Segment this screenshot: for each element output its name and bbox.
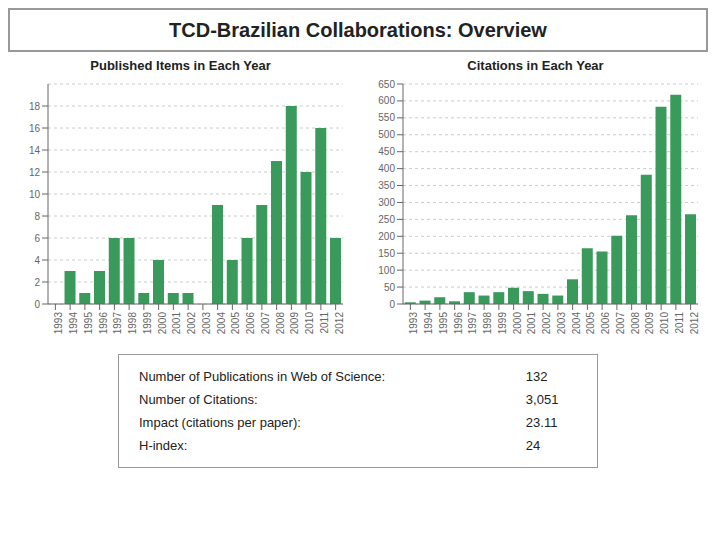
svg-text:6: 6: [34, 233, 40, 244]
svg-text:2002: 2002: [186, 312, 197, 335]
svg-text:50: 50: [384, 282, 396, 293]
svg-text:1996: 1996: [98, 312, 109, 335]
svg-text:2000: 2000: [157, 312, 168, 335]
svg-text:1993: 1993: [408, 312, 419, 335]
html-text:Number of Citations:: Number of Citations:: [139, 392, 258, 407]
svg-text:1999: 1999: [142, 312, 153, 335]
svg-text:2005: 2005: [230, 312, 241, 335]
svg-text:2002: 2002: [541, 312, 552, 335]
svg-text:650: 650: [378, 79, 395, 90]
svg-text:2008: 2008: [275, 312, 286, 335]
svg-text:2006: 2006: [600, 312, 611, 335]
svg-text:2004: 2004: [571, 312, 582, 335]
svg-text:0: 0: [389, 299, 395, 310]
svg-text:550: 550: [378, 112, 395, 123]
svg-text:1994: 1994: [423, 312, 434, 335]
svg-text:2: 2: [34, 277, 40, 288]
svg-text:2001: 2001: [526, 312, 537, 335]
svg-text:2003: 2003: [201, 312, 212, 335]
svg-text:2009: 2009: [289, 312, 300, 335]
svg-text:1995: 1995: [438, 312, 449, 335]
svg-text:250: 250: [378, 214, 395, 225]
svg-text:350: 350: [378, 180, 395, 191]
svg-text:400: 400: [378, 163, 395, 174]
html-text:Number of Publications in Web: Number of Publications in Web of Science…: [139, 369, 386, 384]
svg-text:4: 4: [34, 255, 40, 266]
svg-text:0: 0: [34, 299, 40, 310]
svg-text:200: 200: [378, 231, 395, 242]
svg-text:2000: 2000: [512, 312, 523, 335]
svg-text:10: 10: [29, 189, 41, 200]
svg-text:1994: 1994: [68, 312, 79, 335]
svg-text:12: 12: [29, 167, 41, 178]
html-text:H-index:: H-index:: [139, 438, 188, 453]
svg-text:2006: 2006: [245, 312, 256, 335]
svg-text:1996: 1996: [453, 312, 464, 335]
html-text:Impact (citations per paper):: Impact (citations per paper):: [139, 415, 301, 430]
svg-text:150: 150: [378, 248, 395, 259]
svg-text:300: 300: [378, 197, 395, 208]
html-text:Published Items in Each Year: Published Items in Each Year: [90, 58, 271, 73]
svg-text:8: 8: [34, 211, 40, 222]
svg-text:2007: 2007: [615, 312, 626, 335]
svg-text:2008: 2008: [630, 312, 641, 335]
svg-text:2012: 2012: [334, 312, 345, 335]
html-text:TCD-Brazilian Collaborations:: TCD-Brazilian Collaborations: Overview: [169, 18, 547, 41]
svg-text:1997: 1997: [112, 312, 123, 335]
svg-text:2012: 2012: [689, 312, 700, 335]
html-text:Citations in Each Year: Citations in Each Year: [467, 58, 604, 73]
svg-text:2011: 2011: [674, 312, 685, 334]
svg-text:2003: 2003: [556, 312, 567, 335]
svg-text:1993: 1993: [53, 312, 64, 335]
svg-text:16: 16: [29, 123, 41, 134]
svg-text:2004: 2004: [216, 312, 227, 335]
svg-text:18: 18: [29, 101, 41, 112]
svg-text:1997: 1997: [467, 312, 478, 335]
svg-text:2010: 2010: [659, 312, 670, 335]
svg-text:2007: 2007: [260, 312, 271, 335]
html-text:3,051: 3,051: [525, 392, 559, 407]
svg-text:600: 600: [378, 95, 395, 106]
svg-text:450: 450: [378, 146, 395, 157]
svg-text:1998: 1998: [127, 312, 138, 335]
html-text:24: 24: [525, 438, 541, 453]
svg-text:2009: 2009: [644, 312, 655, 335]
svg-text:2010: 2010: [304, 312, 315, 335]
svg-text:14: 14: [29, 145, 41, 156]
svg-text:500: 500: [378, 129, 395, 140]
svg-text:1999: 1999: [497, 312, 508, 335]
svg-text:2001: 2001: [171, 312, 182, 335]
svg-text:100: 100: [378, 265, 395, 276]
svg-text:2011: 2011: [319, 312, 330, 334]
svg-text:1995: 1995: [83, 312, 94, 335]
svg-text:1998: 1998: [482, 312, 493, 335]
html-text:23.11: 23.11: [525, 415, 558, 430]
html-text:132: 132: [525, 369, 548, 384]
svg-text:2005: 2005: [585, 312, 596, 335]
